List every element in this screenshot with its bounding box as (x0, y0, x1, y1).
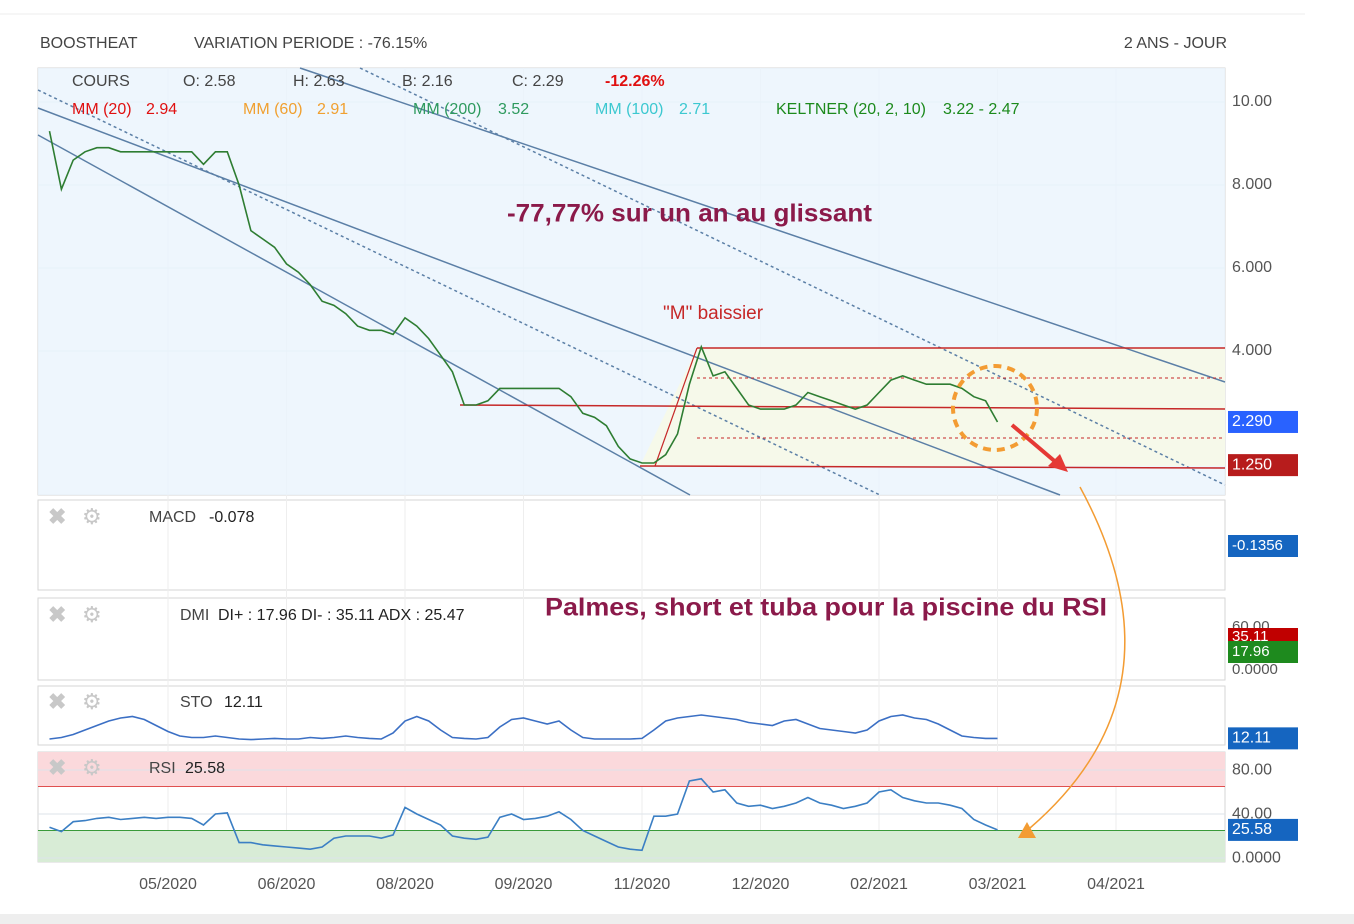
value-badge (1228, 727, 1298, 750)
sto-panel (37, 685, 1226, 746)
curve-arrow-head (1018, 822, 1036, 838)
value-badge-label: 25.58 (1232, 821, 1272, 838)
channel-mid (359, 67, 1226, 486)
x-tick-label: 11/2020 (614, 876, 671, 893)
legend-cours: COURS (72, 73, 130, 90)
y-tick-label: 6.000 (1232, 259, 1272, 276)
settings-icon[interactable]: ⚙ (82, 689, 102, 714)
rsi-upper-zone (38, 752, 1225, 787)
channel-line (37, 107, 1061, 496)
sto-value: 12.11 (224, 694, 263, 711)
settings-icon[interactable]: ⚙ (82, 755, 102, 780)
y-tick-label: 80.00 (1232, 761, 1272, 778)
macd-panel (37, 499, 1226, 591)
legend-mm60-value: 2.91 (317, 101, 348, 118)
macd-badge (1228, 535, 1298, 557)
period: 2 ANS - JOUR (1124, 35, 1227, 52)
annotation: "M" baissier (663, 303, 764, 324)
value-badge-label: 2.290 (1232, 413, 1272, 430)
range-line (639, 465, 1226, 469)
x-tick-label: 06/2020 (258, 876, 316, 893)
arrow-head (1048, 454, 1068, 472)
legend-high: H: 2.63 (293, 73, 345, 90)
variation: VARIATION PERIODE : -76.15% (194, 35, 427, 52)
value-badge (1228, 818, 1298, 841)
series-line (49, 777, 998, 852)
value-badge (1228, 410, 1298, 433)
annotation: Palmes, short et tuba pour la piscine du… (545, 594, 1107, 622)
macd-value: -0.078 (209, 509, 254, 526)
legend-mm100-value: 2.71 (679, 101, 710, 118)
dmi-panel (37, 597, 1226, 681)
legend-mm200-value: 3.52 (498, 101, 529, 118)
series-line (48, 130, 999, 464)
x-tick-label: 08/2020 (376, 876, 434, 893)
close-icon[interactable]: ✖ (48, 755, 66, 780)
symbol: BOOSTHEAT (40, 35, 138, 52)
dmi-badge-label: 17.96 (1232, 643, 1270, 660)
dmi-badge-label: 35.11 (1232, 628, 1268, 645)
legend-mm20: MM (20) (72, 101, 132, 118)
value-badge (1228, 454, 1298, 477)
bottom-strip (0, 914, 1354, 924)
x-tick-label: 04/2021 (1087, 876, 1145, 893)
settings-icon[interactable]: ⚙ (82, 504, 102, 529)
legend-keltner-value: 3.22 - 2.47 (943, 101, 1020, 118)
macd-badge-label: -0.1356 (1232, 537, 1283, 554)
highlight-circle (951, 364, 1039, 452)
arrow (1010, 423, 1060, 466)
x-tick-label: 03/2021 (969, 876, 1027, 893)
annotation: -77,77% sur un an au glissant (507, 200, 873, 228)
legend-mm60: MM (60) (243, 101, 303, 118)
x-tick-label: 09/2020 (495, 876, 553, 893)
legend-open: O: 2.58 (183, 73, 236, 90)
dmi-axis-label: 0.0000 (1232, 661, 1278, 678)
y-tick-label: 4.000 (1232, 342, 1272, 359)
dmi-badge (1228, 628, 1298, 641)
rsi-value: 25.58 (185, 760, 225, 777)
rsi-lower-zone (38, 830, 1225, 862)
channel-line (299, 67, 1226, 383)
dmi-label: DMI (180, 607, 209, 624)
legend-mm20-value: 2.94 (146, 101, 177, 118)
range-line (459, 404, 1226, 410)
close-icon[interactable]: ✖ (48, 602, 66, 627)
value-badge-label: 12.11 (1232, 730, 1271, 747)
legend-close: C: 2.29 (512, 73, 564, 90)
macd-label: MACD (149, 509, 196, 526)
marks (48, 130, 999, 852)
value-badge-label: 1.250 (1232, 456, 1272, 473)
sto-label: STO (180, 694, 213, 711)
x-tick-label: 05/2020 (139, 876, 197, 893)
legend-mm200: MM (200) (413, 101, 481, 118)
close-icon[interactable]: ✖ (48, 504, 66, 529)
legend-low: B: 2.16 (402, 73, 453, 90)
channel-line (37, 134, 691, 496)
x-tick-label: 12/2020 (732, 876, 790, 893)
rsi-label: RSI (149, 760, 176, 777)
settings-icon[interactable]: ⚙ (82, 602, 102, 627)
m-pattern (654, 347, 698, 467)
dmi-value: DI+ : 17.96 DI- : 35.11 ADX : 25.47 (218, 607, 465, 624)
curve-arrow (1029, 486, 1126, 829)
y-tick-label: 8.000 (1232, 176, 1272, 193)
legend-change: -12.26% (605, 73, 665, 90)
y-tick-label: 10.00 (1232, 93, 1272, 110)
dmi-badge (1228, 641, 1298, 663)
x-tick-label: 02/2021 (850, 876, 908, 893)
y-tick-label: 0.0000 (1232, 849, 1281, 866)
legend-mm100: MM (100) (595, 101, 663, 118)
series-line (49, 714, 998, 741)
y-tick-label: 40.00 (1232, 805, 1272, 822)
legend-keltner: KELTNER (20, 2, 10) (776, 101, 926, 118)
close-icon[interactable]: ✖ (48, 689, 66, 714)
